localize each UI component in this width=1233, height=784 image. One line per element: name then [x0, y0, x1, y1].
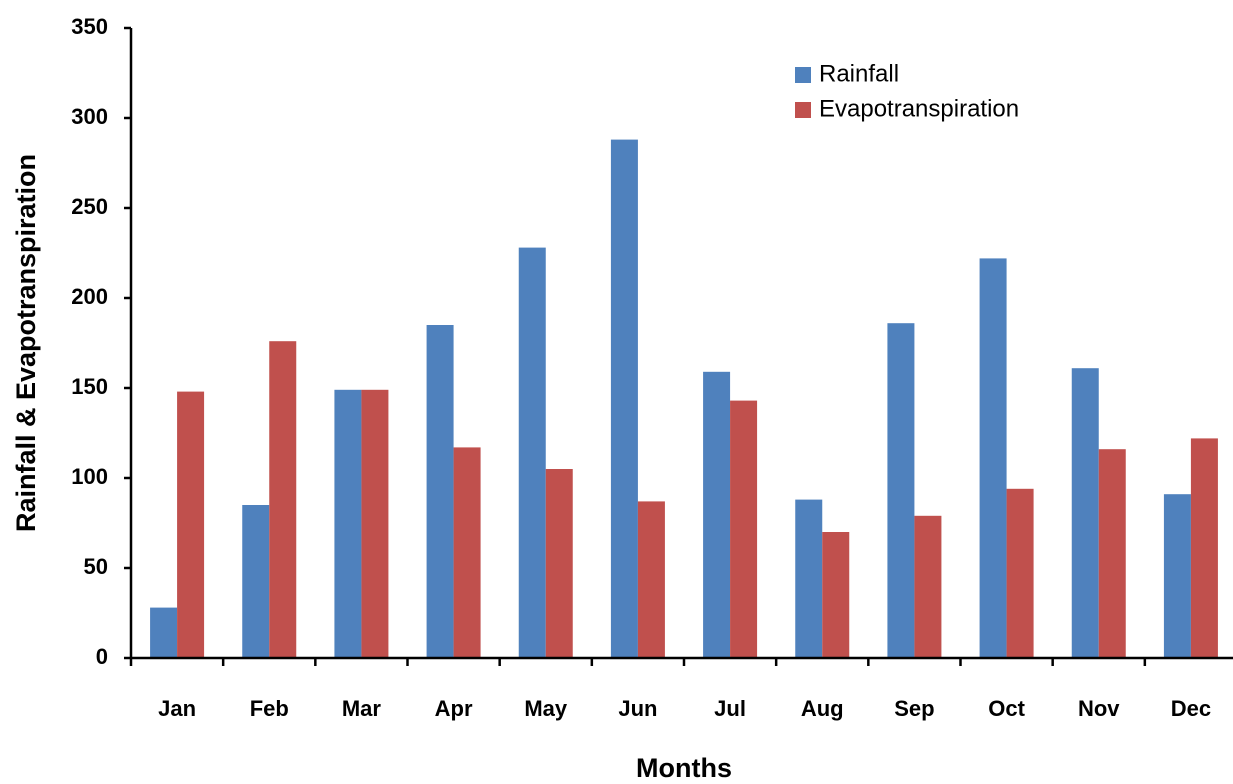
- x-tick-label: May: [524, 696, 568, 721]
- x-tick-label: Dec: [1171, 696, 1211, 721]
- x-tick-label: Jan: [158, 696, 196, 721]
- y-tick-label: 200: [71, 284, 108, 309]
- bar: [979, 258, 1007, 658]
- x-tick-label: Nov: [1078, 696, 1120, 721]
- x-tick-label: Aug: [801, 696, 844, 721]
- x-tick-label: Mar: [342, 696, 382, 721]
- bar: [914, 515, 942, 658]
- x-tick-label: Jul: [714, 696, 746, 721]
- bar: [1006, 488, 1034, 658]
- bar: [637, 501, 665, 658]
- y-tick-label: 150: [71, 374, 108, 399]
- y-tick-label: 0: [96, 644, 108, 669]
- bar: [887, 323, 915, 658]
- bar: [242, 505, 270, 658]
- bar: [453, 447, 481, 658]
- y-tick-label: 100: [71, 464, 108, 489]
- bar: [426, 325, 454, 658]
- bar: [822, 532, 850, 658]
- y-tick-label: 250: [71, 194, 108, 219]
- bar: [1098, 449, 1126, 658]
- bar: [334, 389, 362, 658]
- bar: [518, 247, 546, 658]
- legend-swatch: [795, 67, 811, 83]
- bar: [730, 400, 758, 658]
- x-axis-title: Months: [636, 753, 732, 783]
- x-tick-label: Feb: [250, 696, 289, 721]
- bar: [703, 371, 731, 658]
- y-axis-title: Rainfall & Evapotranspiration: [11, 154, 41, 532]
- bar: [150, 607, 178, 658]
- bar: [1190, 438, 1218, 658]
- legend-label: Rainfall: [819, 60, 899, 87]
- y-tick-label: 350: [71, 14, 108, 39]
- bar: [1163, 494, 1191, 658]
- bar: [177, 391, 205, 658]
- bar: [795, 499, 823, 658]
- bar: [269, 341, 297, 658]
- bar: [1071, 368, 1099, 658]
- legend-label: Evapotranspiration: [819, 95, 1019, 122]
- x-tick-label: Jun: [618, 696, 657, 721]
- bar: [610, 139, 638, 659]
- x-tick-label: Oct: [988, 696, 1025, 721]
- x-tick-label: Apr: [435, 696, 473, 721]
- legend-swatch: [795, 102, 811, 118]
- bar: [545, 469, 573, 658]
- y-tick-label: 300: [71, 104, 108, 129]
- y-tick-label: 50: [84, 554, 108, 579]
- bar: [361, 389, 389, 658]
- x-tick-label: Sep: [894, 696, 934, 721]
